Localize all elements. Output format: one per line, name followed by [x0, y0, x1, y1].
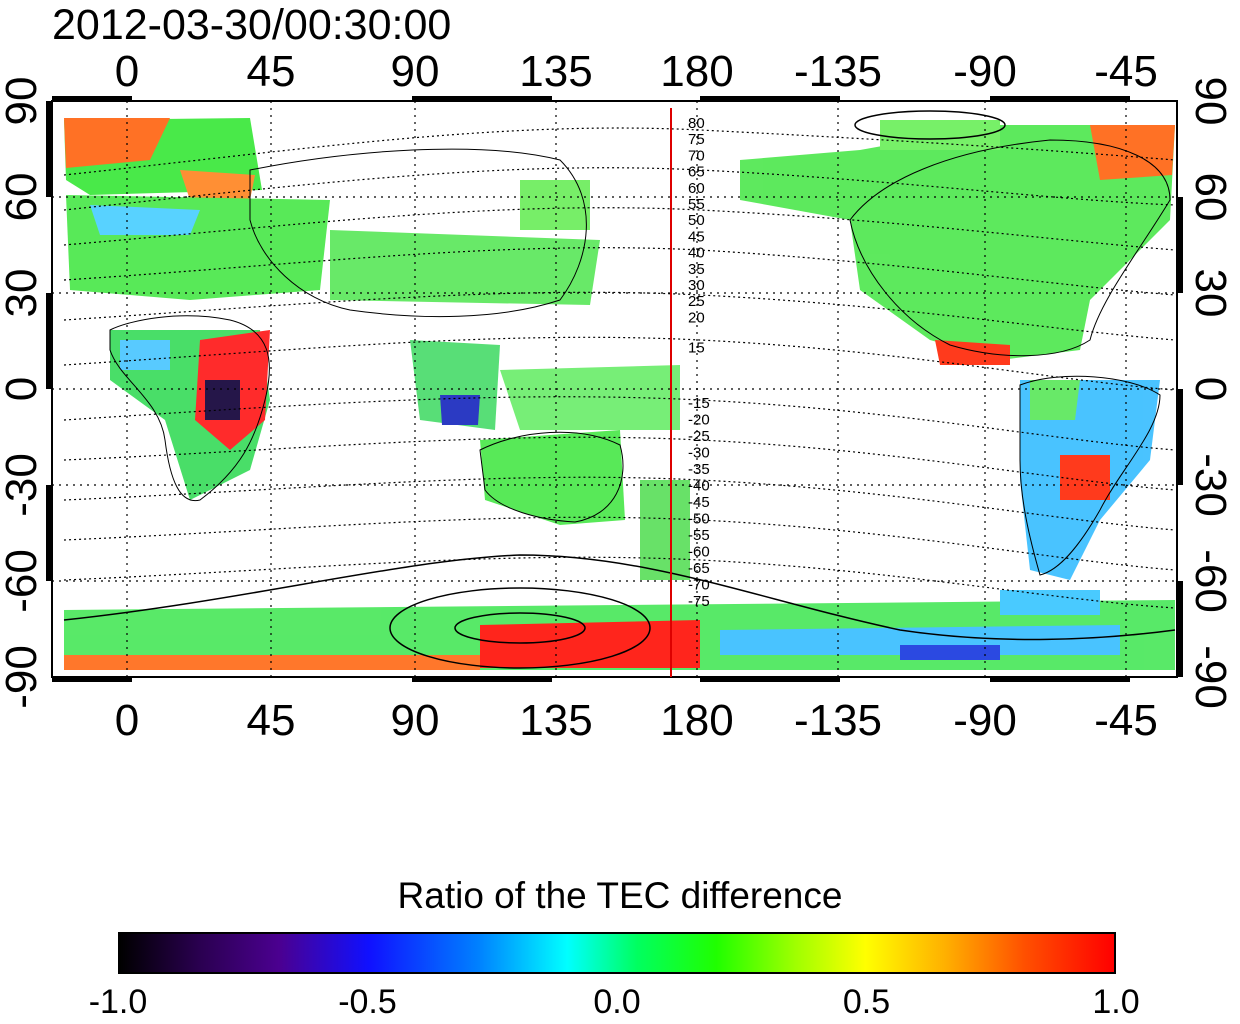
contour-label-south: -45 [688, 494, 710, 511]
lat-tick-label-right: 30 [1186, 269, 1235, 318]
coastlines [109, 139, 1171, 576]
lon-tick-label-bottom: 90 [391, 696, 440, 745]
contour-label-north: 60 [688, 180, 705, 197]
contour-label-north: 20 [688, 309, 705, 326]
lat-tick-label-left: 60 [0, 173, 46, 222]
colorbar-tick-label: 0.0 [593, 983, 641, 1021]
contour-label-south: -15 [688, 395, 710, 412]
map-timestamp-title: 2012-03-30/00:30:00 [52, 1, 452, 49]
lon-tick-label-bottom: 0 [115, 696, 139, 745]
contour-label-north: 75 [688, 131, 705, 148]
graticule-grid [52, 101, 1177, 677]
lat-tick-label-right: -30 [1186, 453, 1235, 517]
magnetic-pole-contours [63, 110, 1176, 669]
lat-tick-label-left: -60 [0, 549, 46, 613]
lat-tick-label-right: 60 [1186, 173, 1235, 222]
contour-label-north: 65 [688, 164, 705, 181]
colorbar-gradient [118, 932, 1116, 974]
lon-tick-label-top: 90 [391, 47, 440, 96]
lat-tick-label-right: -60 [1186, 549, 1235, 613]
lon-tick-label-bottom: -90 [953, 696, 1017, 745]
lat-tick-label-left: -90 [0, 645, 46, 709]
contour-label-south: -55 [688, 527, 710, 544]
contour-label-north: 35 [688, 261, 705, 278]
colorbar-title: Ratio of the TEC difference [397, 875, 843, 916]
contour-label-north: 70 [688, 147, 705, 164]
lon-tick-label-bottom: 180 [660, 696, 733, 745]
lon-tick-label-bottom: -45 [1094, 696, 1158, 745]
contour-label-north: 25 [688, 293, 705, 310]
contour-label-north: 15 [688, 340, 705, 357]
axis-label-group: 0 45 90 135 180 -135 -90 -450 45 90 135 180 -135 -90-… [0, 47, 1235, 745]
contour-label-south: -20 [688, 412, 710, 429]
lat-tick-label-left: -30 [0, 453, 46, 517]
colorbar-tick-label: -1.0 [88, 983, 148, 1021]
lon-tick-label-bottom: 135 [519, 696, 592, 745]
lat-tick-label-left: 0 [0, 377, 46, 401]
contour-label-south: -50 [688, 511, 710, 528]
lon-tick-label-top: 0 [115, 47, 139, 96]
contour-label-north: 55 [688, 196, 705, 213]
lon-tick-label-bottom: -135 [794, 696, 882, 745]
lon-tick-label-top: 180 [660, 47, 733, 96]
contour-label-south: -70 [688, 577, 710, 594]
contour-label-south: -65 [688, 560, 710, 577]
colorbar-tick-label: 1.0 [1092, 983, 1140, 1021]
tec-data-patches [64, 118, 1175, 670]
lon-tick-label-top: -135 [794, 47, 882, 96]
magnetic-latitude-contours [63, 127, 1176, 609]
tec-ratio-map: 8075706560555045403530252015-15-20-25-30… [0, 47, 1235, 745]
contour-label-south: -30 [688, 445, 710, 462]
contour-label-south: -75 [688, 593, 710, 610]
colorbar-tick-label: 0.5 [842, 983, 891, 1021]
contour-label-north: 40 [688, 245, 705, 262]
colorbar-tick-label: -0.5 [338, 983, 397, 1021]
contour-label-south: -25 [688, 428, 710, 445]
contour-label-north: 45 [688, 228, 705, 245]
lat-tick-label-right: 90 [1186, 77, 1235, 126]
contour-label-north: 50 [688, 212, 705, 229]
lat-tick-label-left: 90 [0, 77, 46, 126]
contour-label-north: 80 [688, 115, 705, 132]
lat-tick-label-right: 0 [1186, 377, 1235, 401]
lat-tick-label-left: 30 [0, 269, 46, 318]
contour-label-north: 30 [688, 277, 705, 294]
lat-tick-label-right: -90 [1186, 645, 1235, 709]
contour-label-south: -60 [688, 544, 710, 561]
contour-label-south: -35 [688, 461, 710, 478]
lon-tick-label-top: 45 [247, 47, 296, 96]
lon-tick-label-bottom: 45 [247, 696, 296, 745]
frame-edge-bars [46, 96, 1183, 682]
contour-label-south: -40 [688, 478, 710, 495]
lon-tick-label-top: 135 [519, 47, 592, 96]
lon-tick-label-top: -90 [953, 47, 1017, 96]
lon-tick-label-top: -45 [1094, 47, 1158, 96]
